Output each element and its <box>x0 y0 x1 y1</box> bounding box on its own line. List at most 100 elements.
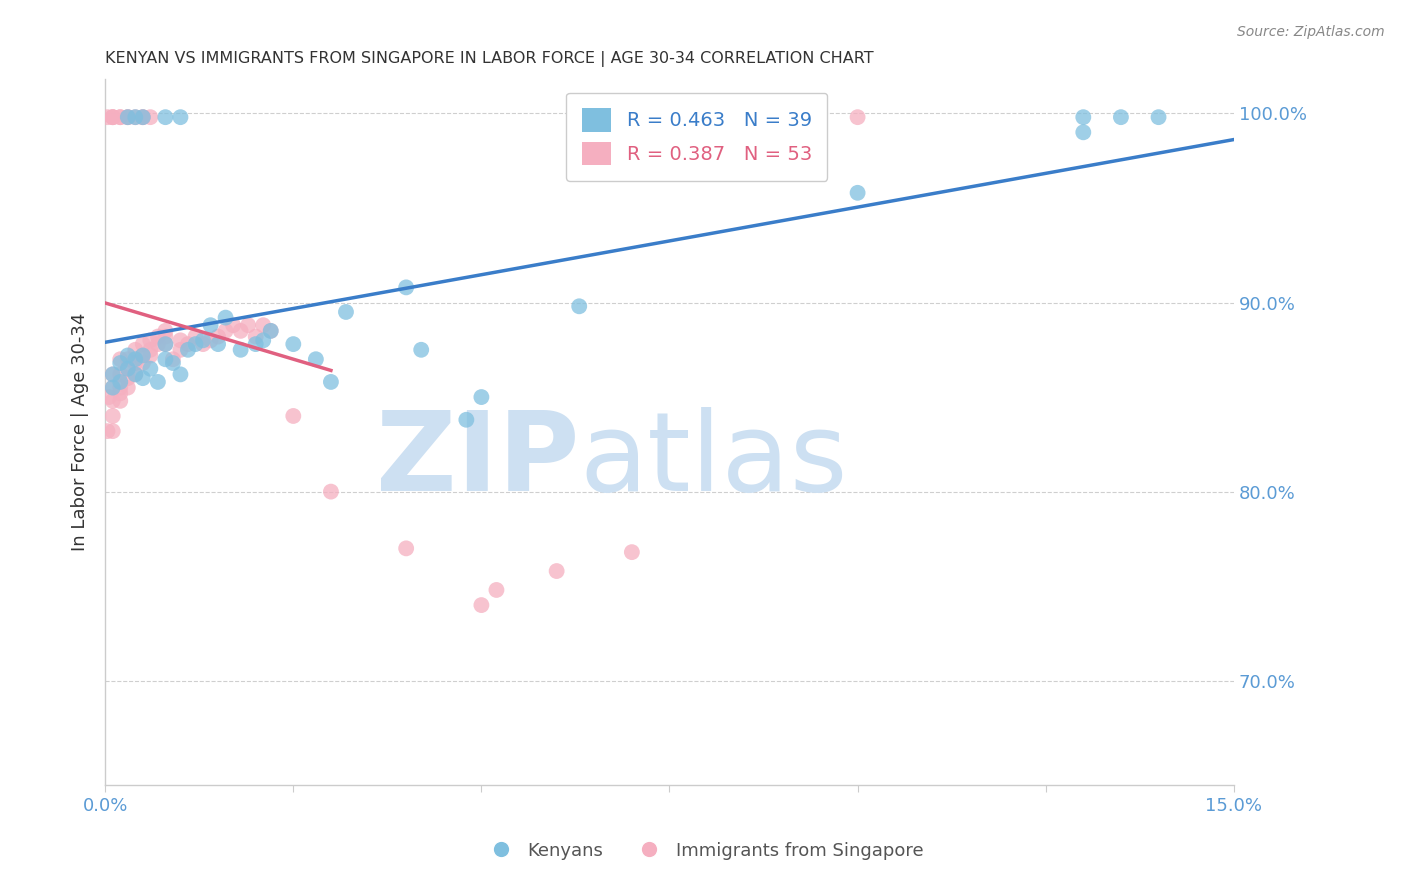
Point <box>238 318 260 333</box>
Text: atlas: atlas <box>579 407 848 514</box>
Point <box>139 343 162 357</box>
Point <box>110 375 132 389</box>
Point <box>117 371 139 385</box>
Point <box>101 381 124 395</box>
Point <box>395 280 418 294</box>
Point <box>620 545 643 559</box>
Point <box>260 324 283 338</box>
Point <box>245 329 267 343</box>
Point <box>132 110 155 124</box>
Point <box>155 329 177 343</box>
Point <box>184 329 207 343</box>
Point <box>245 337 267 351</box>
Point <box>124 110 146 124</box>
Point <box>132 348 155 362</box>
Point <box>139 361 162 376</box>
Point <box>319 484 342 499</box>
Point <box>169 110 191 124</box>
Point <box>155 337 177 351</box>
Point <box>207 329 229 343</box>
Point <box>162 356 184 370</box>
Point <box>139 348 162 362</box>
Point <box>101 393 124 408</box>
Point <box>101 368 124 382</box>
Point <box>155 337 177 351</box>
Point <box>395 541 418 556</box>
Point <box>319 375 342 389</box>
Point <box>110 393 132 408</box>
Point <box>568 299 591 313</box>
Point <box>177 337 200 351</box>
Point <box>101 381 124 395</box>
Point <box>124 343 146 357</box>
Point <box>101 424 124 438</box>
Point <box>101 110 124 124</box>
Point <box>124 368 146 382</box>
Point <box>169 343 191 357</box>
Point <box>470 598 492 612</box>
Point <box>1147 110 1170 124</box>
Point <box>132 356 155 370</box>
Point <box>117 381 139 395</box>
Point <box>132 371 155 385</box>
Point <box>110 381 132 395</box>
Point <box>1109 110 1132 124</box>
Point <box>846 110 869 124</box>
Point <box>229 343 252 357</box>
Point <box>200 318 222 333</box>
Point <box>101 110 124 124</box>
Point <box>110 110 132 124</box>
Point <box>155 352 177 367</box>
Point <box>110 352 132 367</box>
Point <box>110 386 132 401</box>
Point <box>177 343 200 357</box>
Point <box>146 329 169 343</box>
Point <box>283 337 305 351</box>
Point <box>470 390 492 404</box>
Point <box>191 334 214 348</box>
Point <box>124 352 146 367</box>
Point <box>124 356 146 370</box>
Point <box>222 318 245 333</box>
Point <box>124 110 146 124</box>
Legend: R = 0.463   N = 39, R = 0.387   N = 53: R = 0.463 N = 39, R = 0.387 N = 53 <box>567 93 828 181</box>
Point <box>101 110 124 124</box>
Point <box>155 324 177 338</box>
Point <box>1071 110 1094 124</box>
Point <box>117 110 139 124</box>
Point <box>96 110 118 124</box>
Point <box>132 110 155 124</box>
Legend: Kenyans, Immigrants from Singapore: Kenyans, Immigrants from Singapore <box>475 835 931 867</box>
Point <box>252 318 274 333</box>
Point <box>98 390 121 404</box>
Point <box>124 368 146 382</box>
Point <box>110 368 132 382</box>
Point <box>117 352 139 367</box>
Point <box>229 324 252 338</box>
Point <box>132 110 155 124</box>
Point <box>146 337 169 351</box>
Point <box>305 352 328 367</box>
Point <box>132 348 155 362</box>
Point <box>191 337 214 351</box>
Text: Source: ZipAtlas.com: Source: ZipAtlas.com <box>1237 25 1385 39</box>
Point <box>207 337 229 351</box>
Point <box>132 337 155 351</box>
Text: KENYAN VS IMMIGRANTS FROM SINGAPORE IN LABOR FORCE | AGE 30-34 CORRELATION CHART: KENYAN VS IMMIGRANTS FROM SINGAPORE IN L… <box>105 51 875 67</box>
Point <box>252 334 274 348</box>
Point <box>485 582 508 597</box>
Point <box>200 334 222 348</box>
Point <box>546 564 568 578</box>
Point <box>335 305 357 319</box>
Point <box>846 186 869 200</box>
Point <box>411 343 433 357</box>
Point <box>214 324 236 338</box>
Point <box>162 352 184 367</box>
Point <box>117 110 139 124</box>
Point <box>169 334 191 348</box>
Point <box>117 361 139 376</box>
Point <box>169 368 191 382</box>
Y-axis label: In Labor Force | Age 30-34: In Labor Force | Age 30-34 <box>72 313 89 551</box>
Point <box>283 409 305 423</box>
Point <box>110 356 132 370</box>
